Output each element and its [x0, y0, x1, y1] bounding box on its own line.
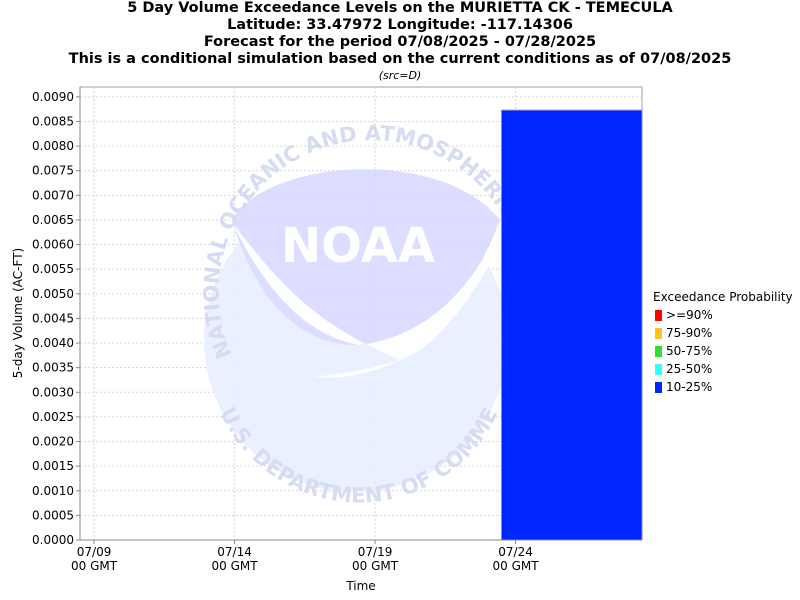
axes: 0.0000 0.0005 0.0010 0.0015 0.0020 0.0025 0.00… [32, 87, 642, 573]
chart-location: Latitude: 33.47972 Longitude: -117.14306 [227, 17, 573, 33]
y-tick-label: 0.0055 [32, 262, 74, 276]
volume-bar [501, 109, 643, 541]
y-tick-label: 0.0005 [32, 508, 74, 522]
legend-swatch-75-90 [655, 327, 662, 339]
chart-period: Forecast for the period 07/08/2025 - 07/… [203, 34, 597, 50]
legend-label-10-25: 10-25% [666, 380, 713, 394]
y-tick-label: 0.0050 [32, 287, 74, 301]
y-tick-label: 0.0020 [32, 435, 74, 449]
y-tick-label: 0.0030 [32, 385, 74, 399]
legend-item-50-75: 50-75% [653, 342, 793, 360]
legend-label-25-50: 25-50% [666, 362, 713, 376]
x-tick-time-label: 00 GMT [212, 559, 259, 573]
y-tick-label: 0.0090 [32, 90, 74, 104]
x-tick-time-label: 00 GMT [352, 559, 399, 573]
legend-label-50-75: 50-75% [666, 344, 713, 358]
y-tick-label: 0.0025 [32, 410, 74, 424]
legend-item-10-25: 10-25% [653, 378, 793, 396]
y-tick-label: 0.0040 [32, 336, 74, 350]
x-tick-date-label: 07/09 [77, 545, 112, 559]
x-tick-date-label: 07/14 [217, 545, 252, 559]
y-tick-label: 0.0070 [32, 188, 74, 202]
bars [501, 109, 643, 541]
legend-item-ge90: >=90% [653, 306, 793, 324]
source-note: (src=D) [378, 69, 422, 82]
legend-label-ge90: >=90% [666, 308, 713, 322]
legend-item-25-50: 25-50% [653, 360, 793, 378]
y-tick-label: 0.0000 [32, 533, 74, 547]
y-tick-label: 0.0065 [32, 213, 74, 227]
x-tick-date-label: 07/19 [358, 545, 393, 559]
x-tick-time-label: 00 GMT [71, 559, 118, 573]
legend-swatch-50-75 [655, 345, 662, 357]
watermark-logo-text: NOAA [281, 218, 435, 274]
legend-item-75-90: 75-90% [653, 324, 793, 342]
y-axis-label: 5-day Volume (AC-FT) [11, 248, 25, 378]
legend-swatch-25-50 [655, 363, 662, 375]
y-tick-label: 0.0015 [32, 459, 74, 473]
legend-swatch-ge90 [655, 309, 662, 321]
chart-title-block: 5 Day Volume Exceedance Levels on the MU… [0, 0, 800, 83]
y-tick-label: 0.0035 [32, 361, 74, 375]
chart-condition-note: This is a conditional simulation based o… [68, 51, 732, 67]
x-axis-label: Time [345, 579, 375, 593]
legend-label-75-90: 75-90% [666, 326, 713, 340]
watermark-gull [232, 220, 505, 378]
x-tick-time-label: 00 GMT [493, 559, 540, 573]
legend-swatch-10-25 [655, 381, 662, 393]
x-tick-date-label: 07/24 [498, 545, 533, 559]
y-tick-label: 0.0085 [32, 114, 74, 128]
y-tick-label: 0.0010 [32, 484, 74, 498]
y-tick-label: 0.0075 [32, 164, 74, 178]
legend-title: Exceedance Probability [653, 290, 793, 304]
chart-title: 5 Day Volume Exceedance Levels on the MU… [127, 0, 673, 16]
noaa-watermark: NOAA NATIONAL OCEANIC AND ATMOSPHERIC AD… [0, 0, 525, 508]
y-tick-label: 0.0060 [32, 238, 74, 252]
y-tick-label: 0.0045 [32, 311, 74, 325]
y-tick-label: 0.0080 [32, 139, 74, 153]
legend: Exceedance Probability >=90% 75-90% 50-7… [653, 289, 793, 396]
